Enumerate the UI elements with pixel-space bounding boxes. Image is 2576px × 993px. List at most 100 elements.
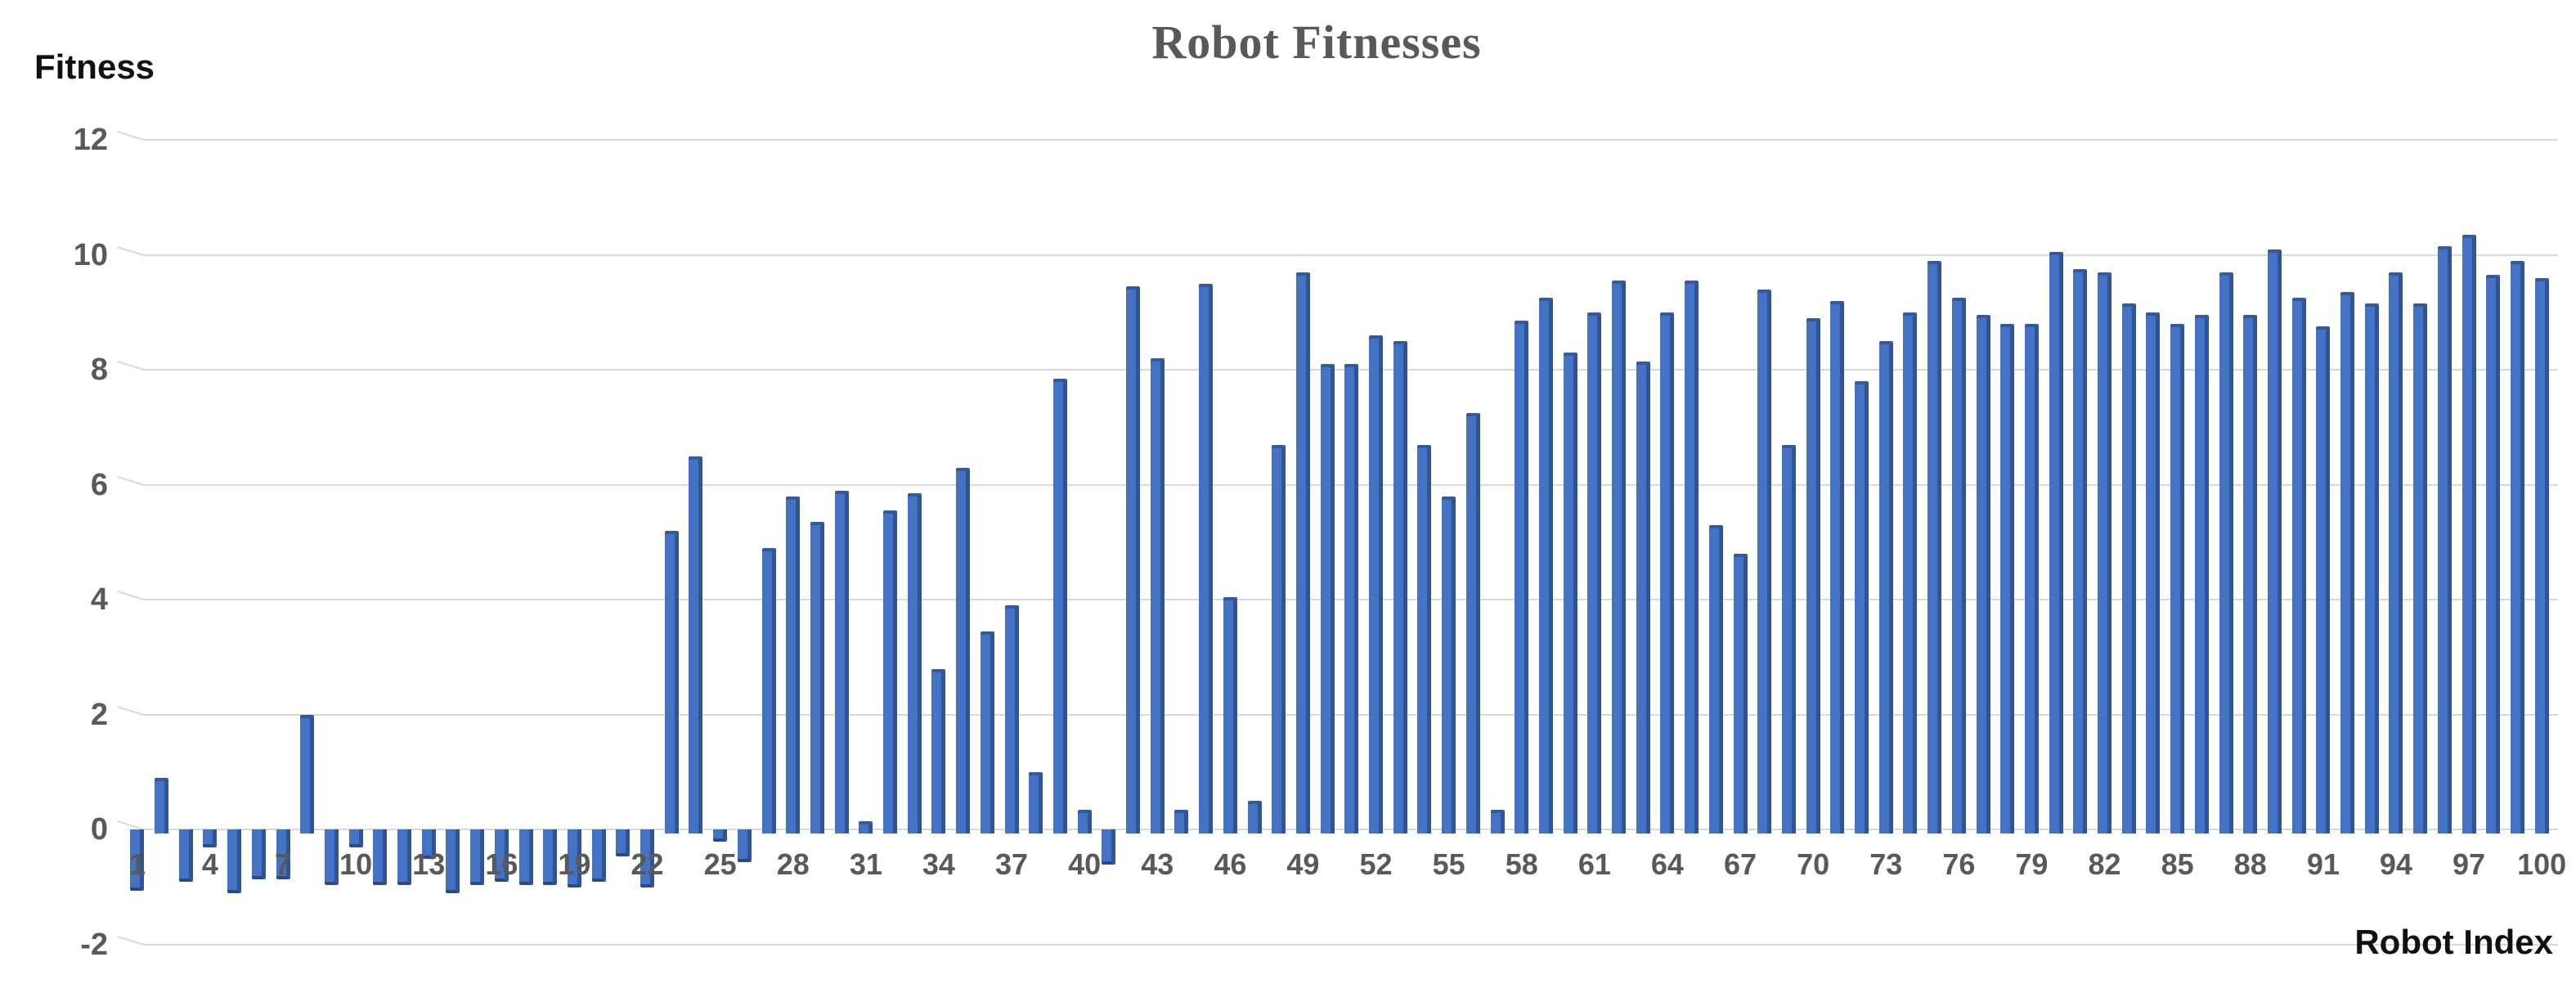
x-tick-label-10: 10 (339, 847, 373, 882)
y-axis-title: Fitness (34, 47, 155, 86)
x-tick-label-64: 64 (1650, 847, 1684, 882)
bar-robot-56 (1465, 412, 1480, 834)
y-tick-label-4: 4 (90, 582, 108, 618)
bar-robot-81 (2073, 269, 2088, 834)
bar-robot-52 (1369, 335, 1384, 834)
bar-robot-94 (2389, 272, 2403, 834)
y-tick-label-0: 0 (90, 812, 108, 847)
x-tick-label-67: 67 (1724, 847, 1757, 882)
bar-robot-48 (1272, 444, 1286, 834)
bar-robot-46 (1223, 596, 1237, 834)
bar-robot-34 (931, 668, 946, 834)
x-tick-label-91: 91 (2306, 847, 2340, 882)
bar-robot-22 (640, 829, 655, 888)
x-tick-label-25: 25 (703, 847, 737, 882)
bar-robot-58 (1515, 321, 1529, 834)
bar-robot-97 (2462, 234, 2476, 834)
x-tick-label-28: 28 (776, 847, 810, 882)
bar-robot-4 (203, 829, 218, 847)
x-tick-label-52: 52 (1359, 847, 1393, 882)
bar-robot-100 (2534, 277, 2549, 834)
bar-robot-25 (713, 829, 728, 842)
bar-robot-91 (2316, 326, 2331, 834)
bar-robot-76 (1951, 298, 1966, 834)
y-tick-label--2: -2 (80, 928, 108, 962)
bar-robot-23 (664, 530, 679, 834)
bar-robot-65 (1685, 281, 1699, 834)
bar-robot-29 (810, 522, 824, 834)
bar-robot-24 (689, 456, 703, 834)
y-tick-label-8: 8 (90, 353, 108, 388)
bar-robot-38 (1029, 772, 1043, 834)
bar-robot-42 (1126, 286, 1141, 834)
bar-robot-85 (2170, 323, 2185, 834)
bar-robot-9 (324, 829, 339, 885)
x-tick-label-85: 85 (2161, 847, 2194, 882)
x-tick-label-79: 79 (2015, 847, 2049, 882)
bar-robot-93 (2364, 303, 2379, 834)
x-tick-label-58: 58 (1505, 847, 1538, 882)
bar-robot-30 (834, 490, 849, 834)
bar-robot-87 (2219, 272, 2233, 834)
bar-robot-7 (276, 829, 290, 879)
bar-robot-8 (300, 714, 315, 834)
bar-robot-36 (980, 631, 994, 834)
x-tick-label-34: 34 (922, 847, 955, 882)
x-tick-label-19: 19 (558, 847, 591, 882)
bar-robot-59 (1538, 298, 1553, 834)
x-tick-label-97: 97 (2453, 847, 2486, 882)
bar-robot-41 (1102, 829, 1116, 865)
bar-robot-21 (616, 829, 631, 856)
bar-robot-54 (1417, 444, 1432, 834)
bar-robot-70 (1806, 317, 1820, 834)
x-tick-label-7: 7 (275, 847, 292, 882)
bar-robot-67 (1733, 554, 1748, 834)
bar-robot-27 (761, 548, 776, 834)
bar-robot-77 (1976, 315, 1990, 834)
bar-robot-5 (227, 829, 242, 894)
x-tick-label-73: 73 (1869, 847, 1903, 882)
bar-robot-44 (1174, 809, 1189, 834)
bar-robot-61 (1587, 312, 1602, 834)
x-tick-label-16: 16 (485, 847, 518, 882)
y-tick-label-12: 12 (73, 123, 108, 157)
bar-robot-15 (470, 829, 485, 885)
bar-robot-50 (1320, 364, 1335, 834)
bar-robot-66 (1708, 524, 1723, 834)
bar-robot-60 (1563, 353, 1577, 834)
bar-robot-6 (251, 829, 266, 879)
bar-robot-53 (1393, 341, 1407, 834)
gridline-y-12 (143, 139, 2558, 141)
bar-robot-40 (1077, 809, 1092, 834)
gridline-y-10 (143, 254, 2558, 256)
bar-robot-13 (421, 829, 436, 860)
bar-robot-71 (1830, 300, 1845, 834)
bar-robot-84 (2146, 312, 2161, 834)
bar-robot-80 (2049, 252, 2063, 834)
bar-robot-47 (1247, 801, 1262, 834)
bar-robot-51 (1344, 364, 1359, 834)
bar-robot-49 (1295, 272, 1310, 834)
bar-robot-32 (883, 510, 898, 834)
bar-robot-2 (155, 778, 169, 834)
bar-robot-33 (907, 493, 922, 834)
bar-robot-82 (2098, 272, 2112, 834)
y-tick-label-10: 10 (73, 237, 108, 272)
bar-robot-79 (2024, 323, 2039, 834)
bar-robot-39 (1052, 378, 1067, 834)
bar-robot-90 (2291, 298, 2306, 834)
x-tick-label-49: 49 (1286, 847, 1320, 882)
bar-robot-31 (859, 820, 873, 834)
x-tick-label-46: 46 (1214, 847, 1247, 882)
bar-robot-1 (130, 829, 145, 891)
bar-robot-20 (591, 829, 606, 883)
x-tick-label-13: 13 (412, 847, 446, 882)
bar-robot-92 (2340, 292, 2355, 834)
bar-robot-98 (2486, 275, 2501, 834)
bar-robot-99 (2510, 260, 2524, 834)
bar-robot-72 (1855, 381, 1869, 834)
x-axis-title: Robot Index (2354, 923, 2553, 961)
x-tick-label-88: 88 (2233, 847, 2267, 882)
bar-robot-62 (1612, 281, 1627, 834)
bar-robot-88 (2243, 315, 2258, 834)
